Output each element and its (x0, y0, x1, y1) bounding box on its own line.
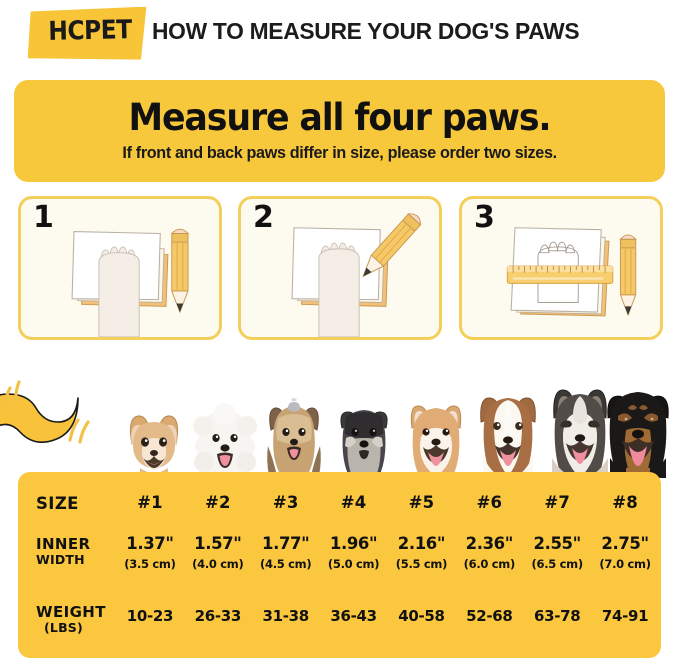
dog-bichon-frise (193, 403, 257, 478)
weight-cell: 10-23 (126, 607, 174, 625)
inner-width-cm: (5.0 cm) (327, 557, 380, 571)
inner-width-cell: 1.77" (4.5 cm) (252, 530, 320, 592)
inner-width-inches: 1.57" (194, 534, 242, 553)
inner-width-cm: (6.0 cm) (463, 557, 516, 571)
banner-subtext: If front and back paws differ in size, p… (122, 143, 557, 162)
size-cells: #1 #2 #3 #4 #5 #6 #7 #8 (116, 478, 659, 526)
table-row-weight: WEIGHT (LBS) 10-23 26-33 31-38 36-43 40-… (18, 596, 661, 652)
row-label-inner-width-line1: INNER (36, 535, 91, 553)
inner-width-cm: (4.0 cm) (192, 557, 244, 571)
step-1-illustration (71, 228, 190, 337)
step-card-2: 2 (238, 196, 442, 340)
row-label-weight: WEIGHT (LBS) (36, 604, 116, 634)
inner-width-cell: 2.55" (6.5 cm) (523, 530, 591, 592)
dog-yorkshire-terrier (267, 398, 321, 476)
inner-width-inches: 2.36" (465, 534, 514, 553)
inner-width-cm: (6.5 cm) (531, 557, 584, 571)
weight-cell: 40-58 (398, 607, 445, 625)
inner-width-cell: 1.96" (5.0 cm) (320, 530, 388, 592)
weight-cell: 74-91 (601, 607, 649, 625)
step-2-illustration (291, 213, 422, 337)
inner-width-cell: 2.16" (5.5 cm) (388, 530, 456, 592)
page-title: HOW TO MEASURE YOUR DOG'S PAWS (152, 18, 580, 44)
step-3-illustration (506, 227, 637, 317)
row-label-inner-width-line2: WIDTH (36, 551, 85, 567)
size-cell: #1 (137, 493, 163, 512)
step-3-number: 3 (474, 200, 495, 235)
dog-schnauzer (340, 410, 388, 478)
banner-headline: Measure all four paws. (128, 96, 551, 140)
row-label-weight-line2: (LBS) (44, 619, 83, 635)
dog-rottweiler (607, 392, 669, 478)
weight-cell: 26-33 (194, 607, 242, 625)
weight-cells: 10-23 26-33 31-38 36-43 40-58 52-68 63-7… (116, 596, 659, 652)
inner-width-cell: 1.37" (3.5 cm) (116, 530, 184, 592)
weight-cell: 52-68 (466, 607, 513, 625)
inner-width-cm: (7.0 cm) (599, 557, 651, 571)
step-1-number: 1 (33, 200, 54, 235)
inner-width-inches: 1.96" (329, 534, 378, 553)
page-header: HCPET HOW TO MEASURE YOUR DOG'S PAWS (0, 0, 679, 72)
inner-width-inches: 1.77" (262, 534, 310, 553)
brand-logo-text: HCPET (48, 15, 132, 47)
inner-width-cells: 1.37" (3.5 cm) 1.57" (4.0 cm) 1.77" (4.5… (116, 530, 659, 592)
step-2-number: 2 (253, 200, 274, 235)
inner-width-cm: (4.5 cm) (260, 557, 312, 571)
dog-breeds-strip (0, 366, 679, 478)
table-row-inner-width: INNER WIDTH 1.37" (3.5 cm) 1.57" (4.0 cm… (18, 530, 661, 592)
size-cell: #6 (476, 493, 503, 512)
inner-width-inches: 1.37" (126, 534, 174, 553)
dog-chihuahua (130, 415, 178, 478)
steps-section: 1 (0, 196, 679, 344)
size-chart-table: SIZE #1 #2 #3 #4 #5 #6 #7 #8 INNER WIDTH… (18, 472, 661, 658)
dog-australian-shepherd (480, 397, 536, 478)
step-card-3: 3 (459, 196, 663, 340)
table-row-size: SIZE #1 #2 #3 #4 #5 #6 #7 #8 (18, 478, 661, 526)
size-cell: #2 (204, 493, 231, 512)
weight-cell: 63-78 (533, 607, 581, 625)
inner-width-inches: 2.16" (397, 534, 446, 553)
inner-width-inches: 2.55" (533, 534, 582, 553)
instruction-banner: Measure all four paws. If front and back… (14, 80, 665, 182)
inner-width-cell: 2.75" (7.0 cm) (591, 530, 659, 592)
step-card-1: 1 (18, 196, 222, 340)
inner-width-cm: (3.5 cm) (124, 557, 176, 571)
inner-width-cell: 2.36" (6.0 cm) (455, 530, 523, 592)
weight-cell: 36-43 (330, 607, 377, 625)
row-label-size: SIZE (36, 494, 79, 513)
dog-shiba-inu (410, 405, 462, 478)
size-cell: #3 (272, 493, 299, 512)
size-cell: #5 (408, 493, 435, 512)
inner-width-inches: 2.75" (601, 534, 649, 553)
row-label-inner-width: INNER WIDTH (36, 536, 116, 567)
weight-cell: 31-38 (262, 607, 309, 625)
size-cell: #4 (340, 493, 367, 512)
inner-width-cm: (5.5 cm) (395, 557, 448, 571)
row-label-weight-line1: WEIGHT (36, 603, 106, 621)
inner-width-cell: 1.57" (4.0 cm) (184, 530, 252, 592)
decorative-swoosh-icon (0, 380, 90, 444)
dog-alaskan-malamute (552, 389, 608, 478)
size-cell: #7 (544, 493, 571, 512)
size-cell: #8 (612, 493, 638, 512)
